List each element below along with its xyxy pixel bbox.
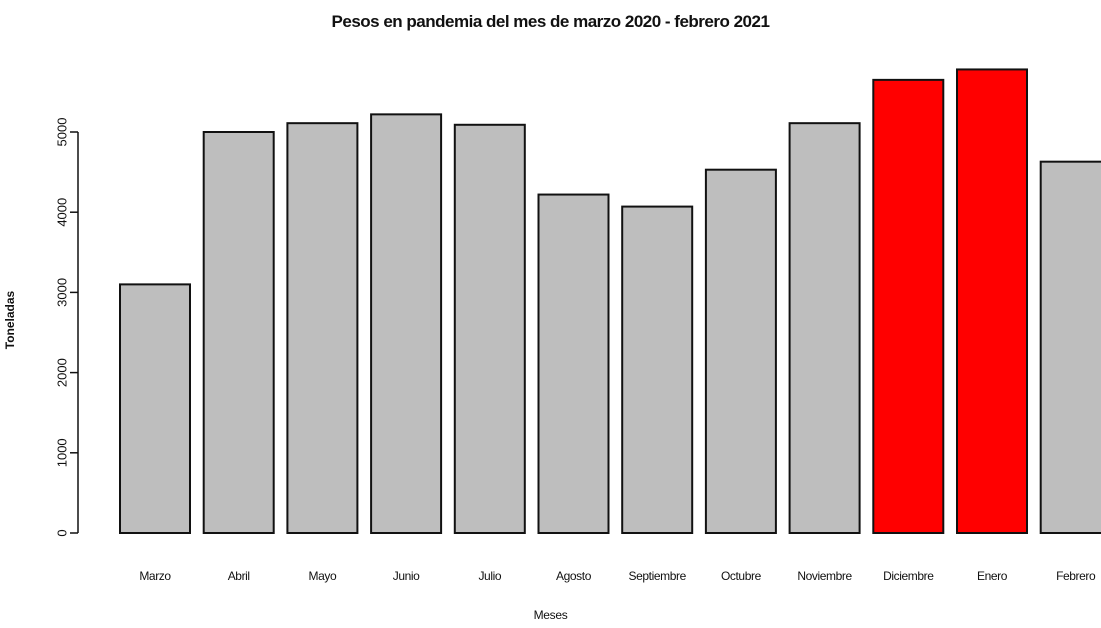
bar-diciembre (872, 78, 945, 535)
x-tick-label: Octubre (721, 569, 762, 583)
x-tick-label: Abril (228, 569, 250, 583)
x-tick-label: Diciembre (883, 569, 934, 583)
bar-junio (370, 113, 443, 535)
x-tick-label: Enero (977, 569, 1008, 583)
bar-septiembre (621, 205, 694, 534)
x-tick-label: Noviembre (797, 569, 852, 583)
x-axis-label: Meses (533, 608, 568, 622)
x-tick-label: Marzo (139, 569, 171, 583)
y-tick-label: 5000 (55, 118, 70, 147)
x-tick-label: Septiembre (629, 569, 687, 583)
y-tick-label: 0 (55, 529, 70, 536)
x-tick-label: Febrero (1056, 569, 1096, 583)
bar-julio (453, 123, 526, 534)
chart-title: Pesos en pandemia del mes de marzo 2020 … (331, 12, 770, 31)
x-tick-label: Agosto (556, 569, 592, 583)
x-tick-label: Julio (478, 569, 501, 583)
y-tick-label: 1000 (55, 438, 70, 467)
bar-abril (202, 131, 275, 534)
y-tick-label: 4000 (55, 198, 70, 227)
bar-mayo (286, 122, 359, 534)
x-tick-labels: Marzo Abril Mayo Junio Julio Agosto Septiembre… (139, 569, 1096, 583)
y-axis-label: Toneladas (3, 290, 17, 350)
y-axis: 0 1000 2000 3000 4000 5000 (55, 118, 79, 537)
bars (119, 68, 1101, 535)
x-tick-label: Mayo (309, 569, 337, 583)
bar-enero (956, 68, 1028, 534)
bar-marzo (119, 283, 191, 534)
bar-octubre (704, 168, 777, 534)
y-tick-label: 3000 (55, 278, 70, 307)
bar-noviembre (788, 122, 861, 534)
bar-agosto (537, 193, 610, 534)
x-tick-label: Junio (393, 569, 420, 583)
y-tick-label: 2000 (55, 358, 70, 387)
bar-febrero (1039, 160, 1101, 534)
